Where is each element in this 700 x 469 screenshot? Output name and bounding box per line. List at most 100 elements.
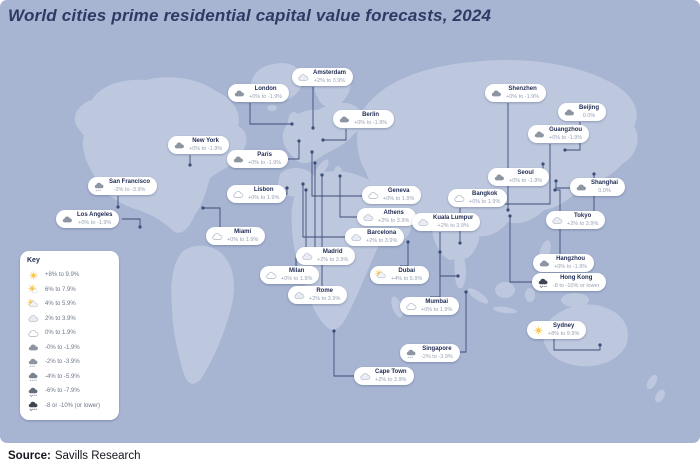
cloud-light-icon <box>417 217 430 228</box>
cloud-light-icon <box>350 232 363 243</box>
sun-small-cloud-icon <box>27 284 40 295</box>
japan-north <box>590 150 606 174</box>
cloud-gray-icon <box>538 258 551 269</box>
connector-athens <box>339 176 357 218</box>
city-forecast: +2% to 3.9% <box>317 256 349 263</box>
cloud-gray-icon <box>233 88 246 99</box>
new-guinea <box>561 293 589 307</box>
connector-hong-kong <box>509 216 532 283</box>
city-name: Geneva <box>387 188 410 194</box>
connector-geneva <box>311 152 362 197</box>
cloud-sun-icon <box>27 298 40 310</box>
key-item-label: -4% to -5.9% <box>45 373 80 380</box>
city-label-kuala-lumpur: Kuala Lumpur +2% to 3.9% <box>412 213 481 232</box>
south-america <box>171 245 234 384</box>
city-label-amsterdam: Amsterdam +2% to 3.9% <box>292 68 354 87</box>
city-forecast: -2% to -3.9% <box>113 186 146 193</box>
connector-barcelona <box>302 184 345 238</box>
city-forecast: +0% to -1.9% <box>554 263 588 270</box>
cloud-outline-icon <box>211 231 224 242</box>
java <box>493 306 517 314</box>
key-item-label: -2% to -3.9% <box>45 359 80 366</box>
cloud-rain-1-icon <box>27 357 40 368</box>
city-forecast: +2% to 3.9% <box>378 217 410 224</box>
city-label-london: London +0% to -1.9% <box>228 84 290 103</box>
city-name: San Francisco <box>109 179 151 185</box>
cloud-gray-icon <box>61 214 74 225</box>
connector-kuala-lumpur <box>439 232 458 277</box>
city-label-beijing: Beijing 0.0% <box>558 103 607 122</box>
key-item-label: 0% to 1.9% <box>45 330 76 337</box>
key-item: 0% to 1.9% <box>27 326 113 341</box>
borneo <box>495 282 515 298</box>
italy <box>315 159 329 177</box>
city-forecast: +8% to 9.9% <box>548 330 580 337</box>
cloud-rain-1-icon <box>405 348 418 359</box>
key-item-label: -8 or -10% (or lower) <box>45 402 101 409</box>
new-zealand-north <box>646 374 658 390</box>
city-label-barcelona: Barcelona +2% to 3.9% <box>345 228 405 247</box>
city-name: Amsterdam <box>313 70 347 76</box>
city-forecast: +0% to 1.9% <box>383 195 415 202</box>
city-name: Barcelona <box>367 230 397 236</box>
city-name: Rome <box>316 288 333 294</box>
city-label-dubai: Dubai +4% to 5.9% <box>370 266 430 285</box>
city-label-los-angeles: Los Angeles +0% to -1.9% <box>56 210 120 229</box>
city-forecast: +0% to -1.9% <box>249 93 283 100</box>
key-items: +8% to 9.9% 6% to 7.9% 4% to 5.9% 2% to 3.9… <box>27 268 113 413</box>
malay-peninsula <box>454 254 466 289</box>
city-forecast: +2% to 3.9% <box>313 77 346 84</box>
connector-sydney <box>553 339 601 351</box>
city-label-seoul: Seoul +0% to -1.9% <box>488 168 550 187</box>
city-forecast: +0% to -1.9% <box>506 93 540 100</box>
cloud-gray-icon <box>27 342 40 353</box>
connector-cape-town <box>333 331 354 377</box>
cloud-rain-2-icon <box>27 371 40 382</box>
city-label-sydney: Sydney +8% to 9.9% <box>527 321 587 340</box>
city-label-madrid: Madrid +2% to 3.9% <box>296 247 356 266</box>
key-item: 6% to 7.9% <box>27 283 113 298</box>
city-dot-barcelona <box>301 182 305 186</box>
city-dot-new-york <box>188 163 192 167</box>
source-label: Source: <box>8 450 51 462</box>
city-forecast: +2% to 3.9% <box>309 295 341 302</box>
city-label-rome: Rome +2% to 3.9% <box>288 286 348 305</box>
key-item: +8% to 9.9% <box>27 268 113 283</box>
key-item: -2% to -3.9% <box>27 355 113 370</box>
key-item-label: 6% to 7.9% <box>45 286 76 293</box>
city-name: Athens <box>383 210 404 216</box>
city-dot-paris <box>297 139 301 143</box>
city-dot-tokyo <box>592 172 596 176</box>
connector-london <box>249 103 292 125</box>
city-forecast: +4% to 5.9% <box>391 275 423 282</box>
cloud-rain-1-icon <box>93 181 106 192</box>
madagascar <box>391 296 403 318</box>
city-name: London <box>254 86 277 92</box>
source-bar: Source: Savills Research <box>0 443 700 469</box>
city-label-san-francisco: San Francisco -2% to -3.9% <box>88 177 158 196</box>
connector-berlin <box>323 129 347 141</box>
cloud-light-icon <box>362 212 375 223</box>
city-name: Singapore <box>422 346 452 352</box>
key-item: 2% to 3.9% <box>27 312 113 327</box>
city-dot-los-angeles <box>138 225 142 229</box>
city-dot-london <box>290 122 294 126</box>
cloud-light-icon <box>301 251 314 262</box>
city-name: Shanghai <box>591 180 619 186</box>
city-label-mumbai: Mumbai +0% to 1.9% <box>400 297 460 316</box>
cloud-gray-icon <box>493 172 506 183</box>
city-name: Beijing <box>579 105 600 111</box>
connector-hangzhou <box>555 189 561 254</box>
city-name: Milan <box>289 268 305 274</box>
city-label-shenzhen: Shenzhen +0% to -1.9% <box>485 84 547 103</box>
city-name: Madrid <box>322 249 343 255</box>
city-dot-amsterdam <box>311 126 315 130</box>
sulawesi <box>525 288 535 302</box>
city-forecast: +0% to 1.9% <box>281 275 313 282</box>
city-label-shanghai: Shanghai 0.0% <box>570 178 626 197</box>
city-label-miami: Miami +0% to 1.9% <box>206 227 266 246</box>
city-dot-singapore <box>464 290 468 294</box>
city-label-hong-kong: Hong Kong -8 to -10% or lower <box>532 273 607 292</box>
city-dot-sydney <box>598 343 602 347</box>
city-name: Cape Town <box>375 369 407 375</box>
